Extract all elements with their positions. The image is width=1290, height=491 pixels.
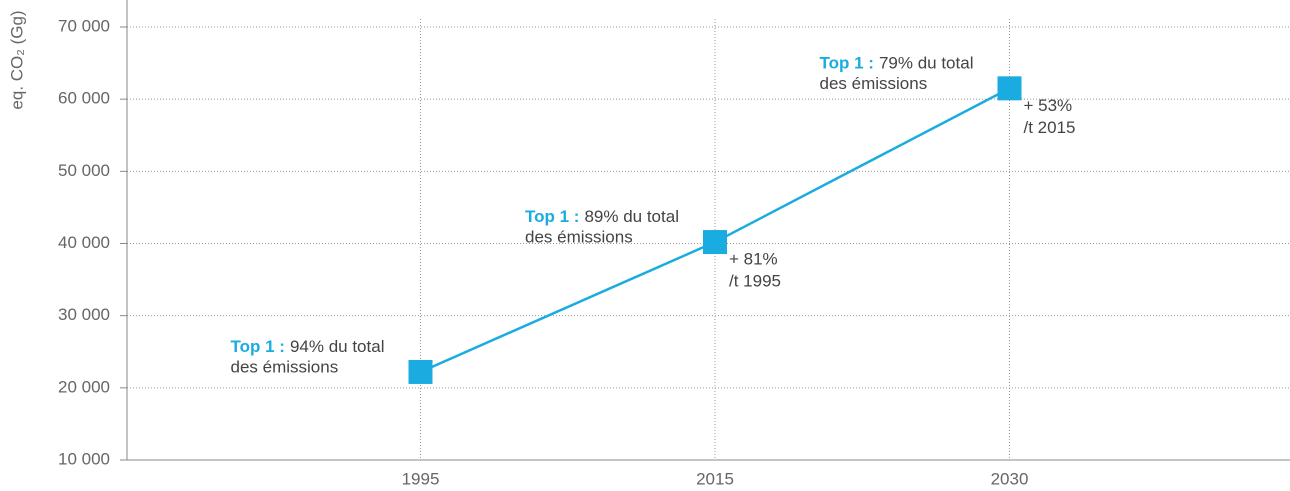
y-tick-label: 50 000 xyxy=(58,161,110,180)
annotation-highlight: Top 1 : xyxy=(820,54,874,73)
annotation-text: 79% du total xyxy=(879,54,974,73)
y-axis-label: eq. CO₂ (Gg) xyxy=(7,10,26,109)
marker xyxy=(703,230,727,255)
y-tick-label: 40 000 xyxy=(58,233,110,252)
annotation-line2: des émissions xyxy=(820,74,928,93)
y-tick-label: 20 000 xyxy=(58,377,110,396)
y-tick-label: 30 000 xyxy=(58,305,110,324)
annotation-highlight: Top 1 : xyxy=(231,337,285,356)
change-label: /t 2015 xyxy=(1024,118,1076,137)
annotation-highlight: Top 1 : xyxy=(525,208,579,227)
annotation: Top 1 : 79% du total xyxy=(820,54,974,73)
annotation: Top 1 : 89% du total xyxy=(525,208,679,227)
y-tick-label: 70 000 xyxy=(58,16,110,35)
x-tick-label: 2030 xyxy=(991,469,1029,488)
x-tick-label: 2015 xyxy=(696,469,734,488)
annotation-line2: des émissions xyxy=(231,357,339,376)
x-tick-label: 1995 xyxy=(402,469,440,488)
change-label: + 81% xyxy=(729,250,778,269)
y-tick-label: 60 000 xyxy=(58,89,110,108)
marker xyxy=(408,359,433,384)
annotation: Top 1 : 94% du total xyxy=(231,337,385,356)
y-tick-label: 10 000 xyxy=(58,449,110,468)
change-label: /t 1995 xyxy=(729,272,781,291)
marker xyxy=(997,76,1022,101)
annotation-text: 89% du total xyxy=(584,208,679,227)
annotation-line2: des émissions xyxy=(525,228,633,247)
change-label: + 53% xyxy=(1024,96,1073,115)
annotation-text: 94% du total xyxy=(290,337,385,356)
